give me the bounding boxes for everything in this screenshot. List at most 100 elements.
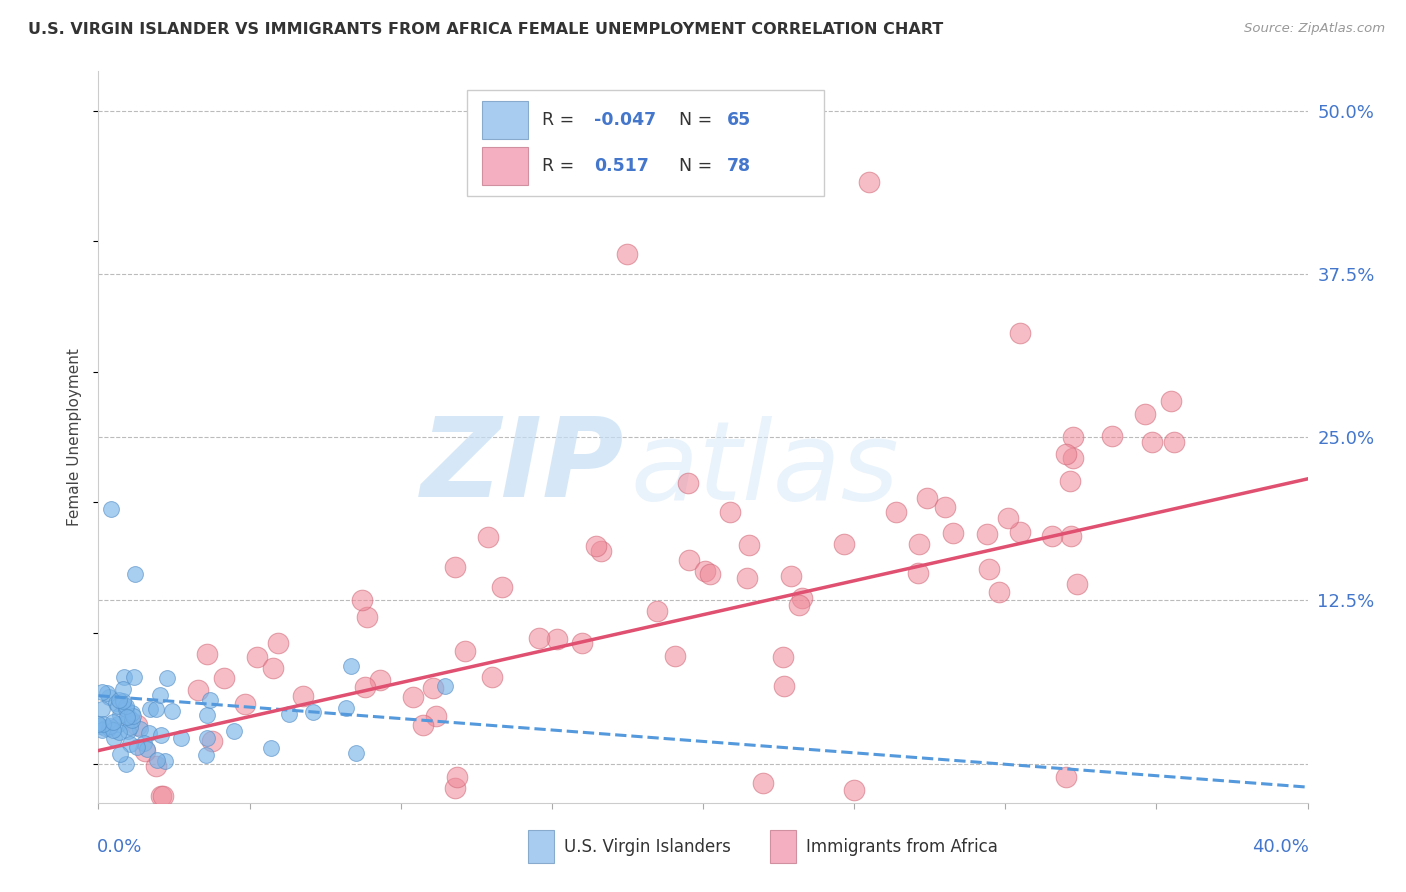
Text: 40.0%: 40.0%: [1251, 838, 1309, 855]
Point: [585, 539, 607, 553]
Point: [224, 723, 246, 738]
Point: [529, 631, 551, 645]
Text: 0.0%: 0.0%: [97, 838, 142, 855]
Point: [1163, 434, 1185, 449]
Point: [979, 562, 1001, 576]
Point: [443, 781, 465, 796]
Point: [772, 679, 794, 693]
Text: U.S. VIRGIN ISLANDER VS IMMIGRANTS FROM AFRICA FEMALE UNEMPLOYMENT CORRELATION C: U.S. VIRGIN ISLANDER VS IMMIGRANTS FROM …: [28, 22, 943, 37]
Point: [107, 717, 129, 731]
Point: [197, 731, 219, 745]
Text: Immigrants from Africa: Immigrants from Africa: [806, 838, 998, 855]
Point: [138, 726, 160, 740]
Point: [678, 553, 700, 567]
Point: [153, 754, 176, 768]
Point: [162, 704, 184, 718]
Point: [117, 724, 139, 739]
Text: ZIP: ZIP: [420, 413, 624, 520]
Point: [195, 707, 218, 722]
Point: [934, 500, 956, 515]
Point: [150, 728, 173, 742]
Point: [908, 536, 931, 550]
Point: [149, 688, 172, 702]
Point: [402, 690, 425, 705]
Point: [780, 569, 803, 583]
Point: [132, 736, 155, 750]
Text: N =: N =: [679, 158, 717, 176]
Text: atlas: atlas: [630, 417, 898, 524]
Point: [907, 566, 929, 580]
Point: [136, 742, 159, 756]
Point: [214, 671, 236, 685]
Point: [98, 690, 121, 705]
Point: [976, 527, 998, 541]
Point: [1059, 474, 1081, 488]
Point: [987, 585, 1010, 599]
Point: [90, 702, 112, 716]
Point: [302, 705, 325, 719]
FancyBboxPatch shape: [482, 147, 527, 186]
Point: [149, 789, 172, 804]
Point: [96, 686, 118, 700]
Point: [1010, 326, 1032, 340]
Point: [103, 731, 125, 745]
Point: [915, 491, 938, 506]
Point: [790, 591, 813, 605]
Point: [718, 505, 741, 519]
Point: [125, 717, 148, 731]
Point: [145, 753, 167, 767]
Point: [90, 685, 112, 699]
Point: [121, 713, 143, 727]
Point: [246, 649, 269, 664]
Point: [858, 175, 880, 189]
Point: [699, 567, 721, 582]
Point: [107, 699, 129, 714]
Point: [98, 719, 121, 733]
FancyBboxPatch shape: [527, 830, 554, 863]
Point: [616, 247, 638, 261]
Point: [118, 720, 141, 734]
Point: [124, 567, 146, 582]
Point: [277, 707, 299, 722]
Point: [129, 722, 152, 736]
Point: [101, 715, 124, 730]
Point: [87, 717, 110, 731]
Point: [118, 710, 141, 724]
Point: [111, 698, 134, 712]
Point: [340, 659, 363, 673]
Point: [125, 739, 148, 754]
Point: [434, 679, 457, 693]
Point: [201, 734, 224, 748]
Point: [262, 661, 284, 675]
Point: [884, 506, 907, 520]
Point: [200, 693, 222, 707]
Point: [195, 648, 218, 662]
Point: [108, 725, 131, 739]
Point: [422, 681, 444, 696]
Point: [145, 759, 167, 773]
Point: [832, 536, 855, 550]
Text: 78: 78: [727, 158, 751, 176]
Point: [412, 718, 434, 732]
Point: [122, 708, 145, 723]
Point: [997, 511, 1019, 525]
Point: [477, 530, 499, 544]
Point: [267, 636, 290, 650]
Point: [118, 737, 141, 751]
Point: [368, 673, 391, 688]
FancyBboxPatch shape: [467, 90, 824, 195]
Point: [454, 644, 477, 658]
Point: [446, 770, 468, 784]
Point: [356, 609, 378, 624]
Text: U.S. Virgin Islanders: U.S. Virgin Islanders: [564, 838, 731, 855]
Point: [112, 670, 135, 684]
Point: [772, 650, 794, 665]
Point: [350, 593, 373, 607]
Point: [1054, 448, 1077, 462]
Point: [1066, 576, 1088, 591]
Point: [233, 698, 256, 712]
Point: [546, 632, 568, 647]
Point: [97, 721, 120, 735]
Point: [108, 707, 131, 722]
FancyBboxPatch shape: [769, 830, 796, 863]
